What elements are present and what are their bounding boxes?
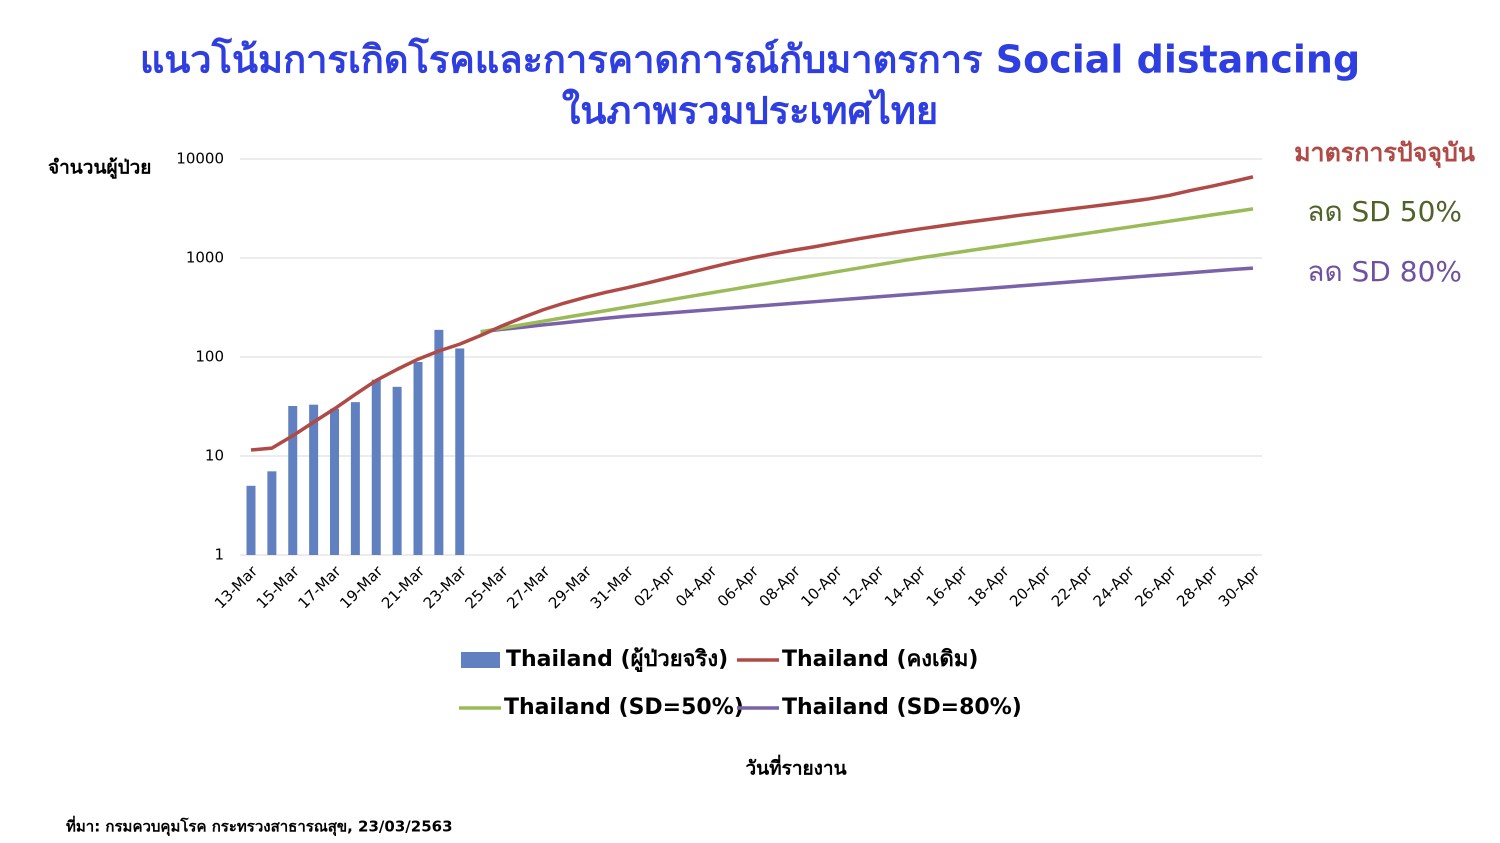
- x-tick-label: 23-Mar: [420, 562, 471, 613]
- chart-subtitle: ในภาพรวมประเทศไทย: [562, 89, 938, 133]
- legend-swatch: [461, 652, 500, 668]
- x-tick-label: 19-Mar: [336, 562, 387, 613]
- x-tick-label: 24-Apr: [1090, 562, 1139, 611]
- y-tick-label: 10000: [176, 150, 224, 168]
- x-tick-label: 22-Apr: [1048, 562, 1097, 611]
- x-axis-label: วันที่รายงาน: [745, 755, 846, 780]
- x-tick-label: 17-Mar: [294, 562, 345, 613]
- chart-title: แนวโน้มการเกิดโรคและการคาดการณ์กับมาตรกา…: [140, 37, 1360, 82]
- annotation: ลด SD 50%: [1307, 195, 1462, 228]
- x-tick-label: 27-Mar: [503, 562, 554, 613]
- x-tick-label: 06-Apr: [714, 562, 763, 611]
- line-series: [480, 207, 1254, 334]
- x-tick-label: 08-Apr: [756, 562, 805, 611]
- x-tick-label: 29-Mar: [545, 562, 596, 613]
- y-tick-label: 1: [214, 546, 224, 564]
- x-tick-label: 14-Apr: [881, 562, 930, 611]
- x-tick-label: 15-Mar: [253, 562, 304, 613]
- annotation: มาตรการปัจจุบัน: [1294, 138, 1475, 169]
- bar: [413, 362, 423, 555]
- bar: [330, 408, 339, 555]
- bar: [392, 386, 402, 555]
- x-tick-label: 04-Apr: [672, 562, 721, 611]
- bar: [350, 402, 360, 555]
- line-series: [250, 175, 1254, 452]
- y-tick-label: 10: [205, 447, 224, 465]
- bar: [246, 485, 256, 555]
- bar: [267, 471, 277, 555]
- bar: [455, 348, 465, 555]
- x-tick-label: 02-Apr: [630, 562, 679, 611]
- x-tick-label: 30-Apr: [1215, 562, 1264, 611]
- legend-label: Thailand (SD=50%): [504, 695, 744, 720]
- x-tick-label: 12-Apr: [839, 562, 888, 611]
- x-tick-label: 31-Mar: [587, 562, 638, 613]
- y-tick-label: 1000: [186, 249, 224, 267]
- legend-label: Thailand (คงเดิม): [782, 647, 978, 672]
- y-tick-label: 100: [195, 348, 224, 366]
- x-tick-label: 26-Apr: [1131, 562, 1180, 611]
- bar: [434, 329, 444, 555]
- x-tick-label: 20-Apr: [1006, 562, 1055, 611]
- bar: [309, 404, 319, 555]
- x-tick-label: 16-Apr: [923, 562, 972, 611]
- legend-label: Thailand (SD=80%): [782, 695, 1022, 720]
- source-note: ที่มา: กรมควบคุมโรค กระทรวงสาธารณสุข, 23…: [66, 816, 453, 837]
- bar: [371, 379, 381, 555]
- bar: [288, 405, 298, 555]
- x-tick-label: 25-Mar: [461, 562, 512, 613]
- x-tick-label: 28-Apr: [1173, 562, 1222, 611]
- x-tick-label: 10-Apr: [797, 562, 846, 611]
- x-tick-label: 18-Apr: [964, 562, 1013, 611]
- annotation: ลด SD 80%: [1307, 255, 1462, 288]
- x-tick-label: 21-Mar: [378, 562, 429, 613]
- x-tick-label: 13-Mar: [211, 562, 262, 613]
- line-series: [480, 266, 1254, 334]
- legend-label: Thailand (ผู้ป่วยจริง): [506, 647, 728, 673]
- y-axis-label: จำนวนผู้ป่วย: [48, 157, 151, 180]
